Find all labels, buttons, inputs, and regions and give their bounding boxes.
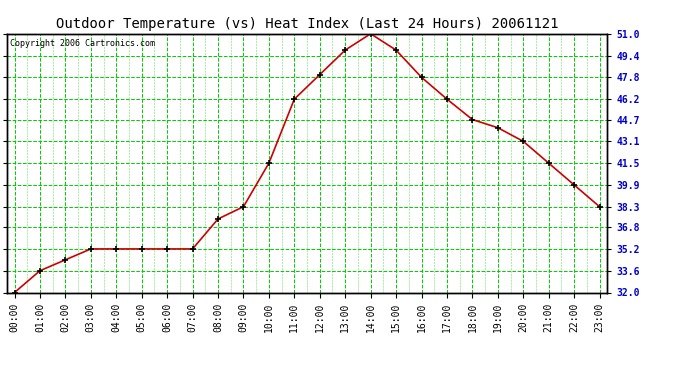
- Text: Copyright 2006 Cartronics.com: Copyright 2006 Cartronics.com: [10, 39, 155, 48]
- Title: Outdoor Temperature (vs) Heat Index (Last 24 Hours) 20061121: Outdoor Temperature (vs) Heat Index (Las…: [56, 17, 558, 31]
